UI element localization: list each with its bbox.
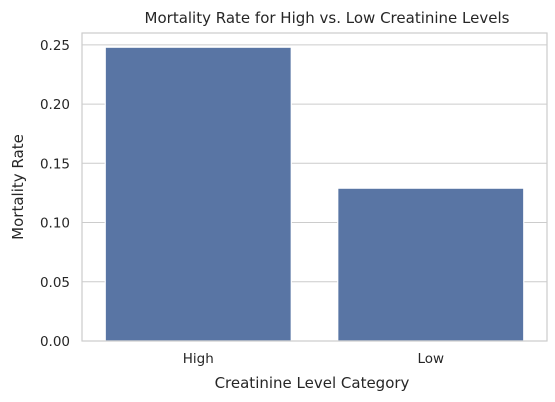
y-tick-label: 0.20 [40,97,70,113]
y-tick-label: 0.15 [40,156,70,172]
y-tick-label: 0.05 [40,275,70,291]
y-axis-label: Mortality Rate [9,134,27,240]
y-tick-label: 0.25 [40,38,70,54]
chart-title: Mortality Rate for High vs. Low Creatini… [145,9,510,27]
bar-low [337,187,525,342]
bars [104,46,525,342]
x-tick-label: Low [417,351,444,367]
x-tick-labels: High Low [183,351,444,367]
x-tick-label: High [183,351,214,367]
bar-high [104,46,292,342]
plot-frame [81,32,548,342]
x-axis-label: Creatinine Level Category [215,374,410,392]
y-tick-label: 0.00 [40,334,70,350]
y-tick-label: 0.10 [40,216,70,232]
y-tick-labels: 0.00 0.05 0.10 0.15 0.20 0.25 [40,38,70,350]
